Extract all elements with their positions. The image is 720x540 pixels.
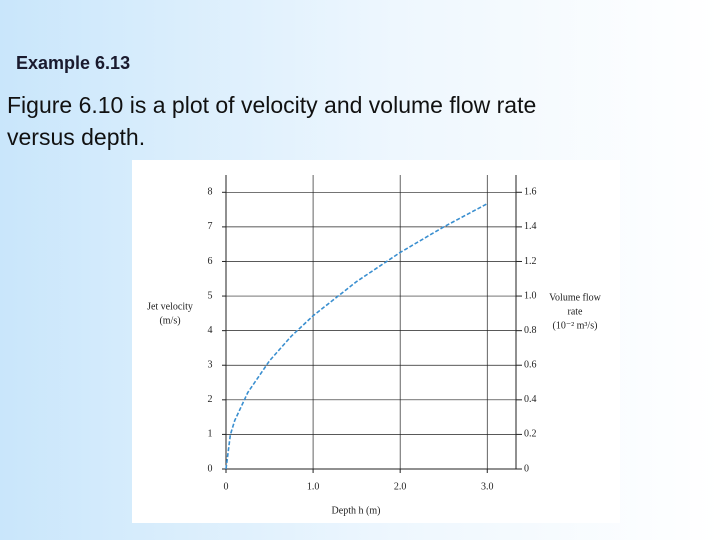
figure-background [132,160,620,523]
body-line: Figure 6.10 is a plot of velocity and vo… [7,92,537,118]
y-tick-label: 5 [208,290,213,301]
x-tick-label: 3.0 [481,481,494,492]
y2-tick-label: 0.8 [524,325,537,336]
data-line [225,203,488,470]
y-axis-label: (m/s) [159,315,180,326]
y2-tick-label: 0.2 [524,429,537,440]
x-axis-label: Depth h (m) [332,505,381,516]
y2-tick-label: 0.4 [524,394,537,405]
y2-tick-label: 0.6 [524,360,537,371]
body-line: versus depth. [7,124,146,150]
y-tick-label: 4 [208,325,213,336]
x-tick-label: 2.0 [394,481,407,492]
y-tick-label: 1 [208,429,213,440]
y2-tick-label: 1.2 [524,256,537,267]
y2-axis-label: Volume flow [549,292,602,303]
y2-axis-label: (10⁻² m³/s) [553,320,598,331]
y2-tick-label: 1.6 [524,187,537,198]
y-tick-label: 2 [208,394,213,405]
y-tick-label: 0 [208,463,213,474]
y-tick-label: 8 [208,187,213,198]
y2-tick-label: 0 [524,463,529,474]
y-tick-label: 6 [208,256,213,267]
y-tick-label: 7 [208,221,213,232]
y2-tick-label: 1.4 [524,221,537,232]
x-tick-label: 1.0 [307,481,320,492]
heading: Example 6.13 [16,53,131,73]
y-axis-label: Jet velocity [147,301,193,312]
y2-axis-label: rate [568,306,584,317]
x-tick-label: 0 [224,481,229,492]
y-tick-label: 3 [208,360,213,371]
y2-tick-label: 1.0 [524,290,537,301]
